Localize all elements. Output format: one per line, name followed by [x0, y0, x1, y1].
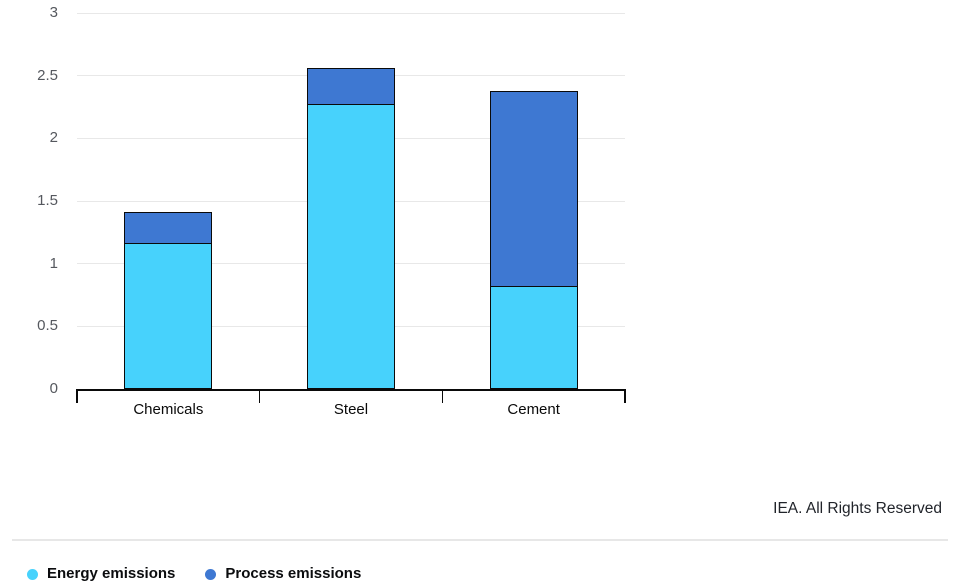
bar-segment-energy-emissions[interactable]: [490, 285, 577, 388]
x-category-label: Steel: [333, 401, 369, 418]
footer-credit: IEA. All Rights Reserved: [773, 500, 942, 517]
bar-steel[interactable]: [307, 68, 395, 389]
x-axis-tick: [258, 389, 261, 403]
legend-item-process-emissions[interactable]: Process emissions: [205, 565, 361, 583]
y-tick-label: 0.5: [37, 317, 58, 335]
bar-chemicals[interactable]: [124, 212, 213, 389]
bar-segment-energy-emissions[interactable]: [308, 104, 394, 388]
legend: Energy emissions Process emissions: [27, 565, 361, 583]
x-category-label: Cement: [507, 401, 560, 418]
bar-cement[interactable]: [489, 90, 578, 389]
y-tick-label: 1: [49, 254, 58, 272]
legend-dot-icon: [27, 568, 38, 580]
legend-dot-icon: [205, 568, 217, 580]
x-axis-tick: [624, 389, 626, 403]
bar-segment-energy-emissions[interactable]: [125, 243, 212, 388]
x-axis-tick: [441, 389, 444, 403]
y-tick-label: 1.5: [37, 192, 58, 209]
y-axis-labels: 0 0.5 1 1.5 2 2.5 3: [0, 4, 58, 397]
y-tick-label: 2.5: [37, 66, 58, 84]
gridline: [77, 12, 625, 14]
x-category-label: Chemicals: [133, 401, 204, 418]
bar-segment-process-emissions[interactable]: [490, 91, 577, 286]
x-axis-line: [77, 389, 626, 391]
plot-area: [77, 12, 625, 389]
legend-label: Process emissions: [225, 565, 362, 582]
legend-divider: [12, 539, 948, 541]
legend-label: Energy emissions: [47, 565, 176, 582]
bar-segment-process-emissions[interactable]: [125, 213, 212, 244]
x-axis-tick: [76, 389, 78, 403]
y-tick-label: 2: [49, 129, 58, 147]
bar-segment-process-emissions[interactable]: [308, 69, 394, 105]
y-tick-label: 3: [49, 4, 58, 21]
legend-item-energy-emissions[interactable]: Energy emissions: [27, 565, 175, 583]
y-tick-label: 0: [49, 380, 58, 397]
